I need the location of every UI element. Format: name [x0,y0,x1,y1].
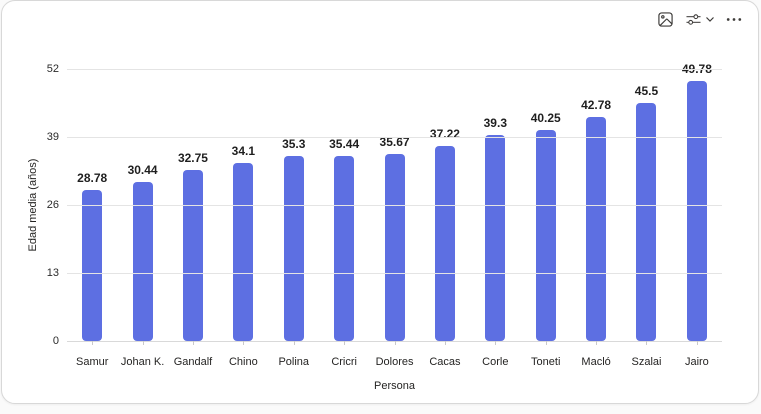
y-tick-label: 13 [46,267,59,279]
x-tick-label: Johan K. [120,356,165,368]
data-label: 42.78 [581,98,612,113]
bar[interactable] [586,117,607,341]
x-tick-label: Chino [228,356,258,368]
data-label: 30.44 [127,162,158,177]
y-axis-ticks: 0 13 26 39 52 [2,63,59,347]
x-tick-label: Dolores [375,356,414,368]
x-tick-mark [142,341,144,345]
bar-slot: 45.5 [621,69,671,345]
bar-slot: 35.44 [319,69,369,345]
data-label: 35.67 [379,135,410,150]
y-tick-label: 26 [46,199,59,211]
data-label: 37.22 [429,127,460,142]
data-label: 28.78 [77,171,108,186]
data-label: 35.44 [329,136,360,151]
chevron-down-icon [705,16,715,23]
x-tick-mark [344,341,346,345]
x-tick-label: Macló [581,356,611,368]
data-label: 34.1 [231,143,256,158]
data-label: 39.3 [483,116,507,131]
bars-container: 28.78 30.44 32.75 34.1 35.3 35.44 35.67 37.22 39… [67,62,722,345]
bar[interactable] [283,156,304,341]
x-tick-mark [92,341,94,345]
x-tick-label: Cacas [429,356,461,368]
x-tick-label: Gandalf [173,356,213,368]
gridline [67,205,722,206]
gridline [67,273,722,274]
x-axis-line [67,341,722,342]
bar-slot: 49.78 [672,62,722,345]
x-tick-label: Samur [75,356,109,368]
visual-card: Edad media (años) 0 13 26 39 52 28.78 30.44 32… [1,0,759,404]
x-tick-mark [444,341,446,345]
bar[interactable] [384,154,405,341]
bar-slot: 35.67 [369,69,419,345]
visual-header-toolbar [655,9,744,30]
sliders-icon[interactable] [683,10,717,29]
data-label: 45.5 [634,84,659,98]
bar[interactable] [636,103,657,341]
bar[interactable] [233,162,254,341]
x-tick-label: Polina [278,356,310,368]
x-tick-mark [495,341,497,345]
x-tick-mark [243,341,245,345]
bar-slot: 35.3 [269,69,319,345]
bar[interactable] [182,169,203,341]
x-axis-title: Persona [374,380,415,392]
bar[interactable] [334,155,355,341]
data-label: 49.78 [681,61,712,76]
x-tick-mark [394,341,396,345]
gridline [67,69,722,70]
gridline [67,137,722,138]
x-tick-mark [545,341,547,345]
image-icon[interactable] [655,9,676,30]
data-label: 35.3 [282,137,306,152]
x-tick-mark [646,341,648,345]
bar[interactable] [132,181,153,341]
x-tick-label: Cricri [331,356,357,368]
x-tick-mark [192,341,194,345]
bar-slot: 32.75 [168,69,218,345]
ellipsis-icon[interactable] [724,15,744,24]
bar-slot: 30.44 [117,69,167,345]
x-tick-label: Jairo [684,356,709,368]
bar[interactable] [82,190,103,341]
bar-slot: 28.78 [67,69,117,345]
bar-slot: 40.25 [521,69,571,345]
bar-slot: 42.78 [571,69,621,345]
x-tick-mark [596,341,598,345]
x-tick-label: Szalai [631,356,662,368]
y-tick-label: 39 [46,131,59,143]
bar[interactable] [686,80,707,341]
bar-slot: 34.1 [218,69,268,345]
x-axis-labels: Samur Johan K. Gandalf Chino Polina Cricri Dol… [67,356,722,368]
x-tick-mark [293,341,295,345]
y-tick-label: 52 [46,63,59,75]
x-tick-mark [696,341,698,345]
bar[interactable] [485,135,506,341]
data-label: 32.75 [177,150,208,165]
bar[interactable] [434,146,455,341]
plot-area: 28.78 30.44 32.75 34.1 35.3 35.44 35.67 37.22 39… [67,62,722,345]
bar-slot: 39.3 [470,69,520,345]
data-label: 40.25 [530,111,561,126]
x-tick-label: Toneti [531,356,561,368]
bar[interactable] [535,130,556,341]
x-tick-label: Corle [482,356,509,368]
y-tick-label: 0 [52,335,59,347]
